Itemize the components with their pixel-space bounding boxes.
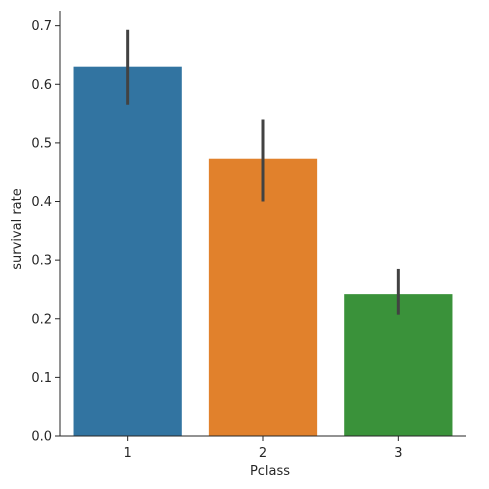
bar-pclass-1 xyxy=(73,66,182,437)
x-tick-label: 2 xyxy=(259,446,267,461)
x-axis-label: Pclass xyxy=(250,464,290,479)
y-axis-ticks: 0.0 0.1 0.2 0.3 0.4 0.5 0.6 0.7 xyxy=(31,19,60,445)
y-tick-label: 0.4 xyxy=(31,195,52,210)
x-tick-label: 1 xyxy=(124,446,132,461)
x-axis-ticks: 1 2 3 xyxy=(124,436,402,461)
y-tick-label: 0.6 xyxy=(31,78,52,93)
y-tick-label: 0.2 xyxy=(31,312,52,327)
y-tick-label: 0.5 xyxy=(31,136,52,151)
y-tick-label: 0.1 xyxy=(31,371,52,386)
x-tick-label: 3 xyxy=(394,446,402,461)
y-tick-label: 0.0 xyxy=(31,430,52,445)
plot-area xyxy=(73,29,453,437)
bar-pclass-2 xyxy=(208,158,318,437)
y-tick-label: 0.3 xyxy=(31,254,52,269)
bar-pclass-3 xyxy=(344,294,453,436)
y-tick-label: 0.7 xyxy=(31,19,52,34)
y-axis-label: survival rate xyxy=(10,188,25,269)
